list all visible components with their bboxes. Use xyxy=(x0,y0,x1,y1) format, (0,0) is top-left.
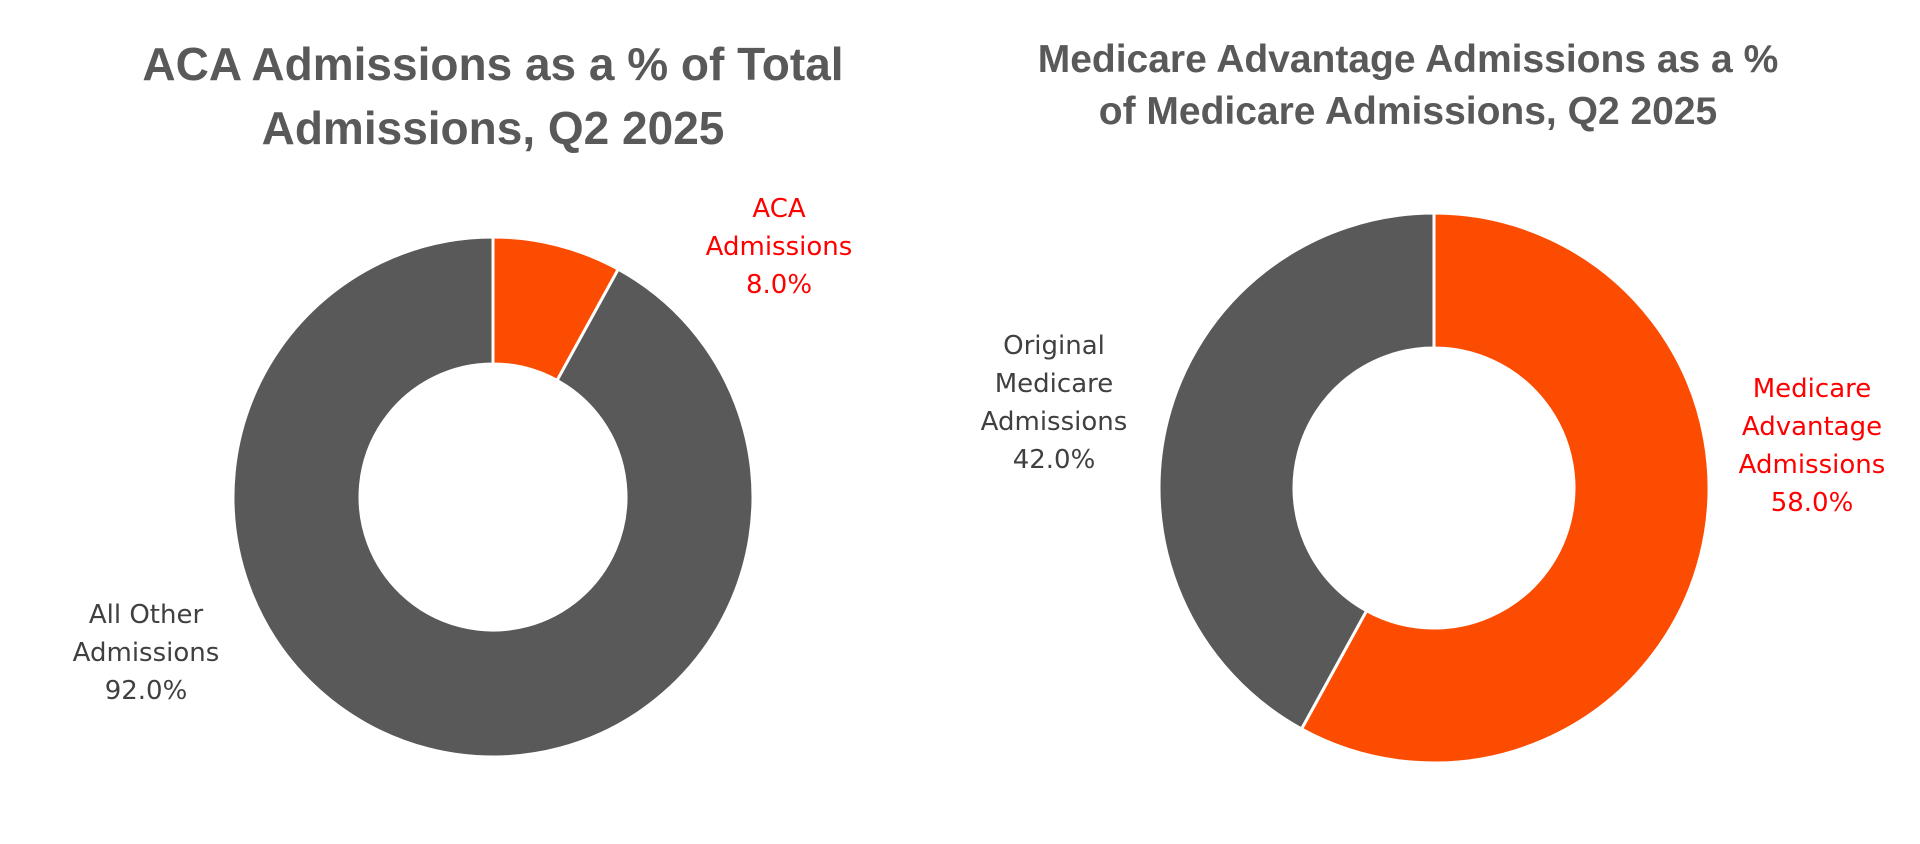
data-label-line: All Other xyxy=(89,600,204,630)
data-label-line: Original xyxy=(1003,331,1105,361)
data-label-line: Medicare xyxy=(1753,374,1872,404)
data-label-all-other-admissions: All Other Admissions 92.0% xyxy=(73,600,220,706)
medicare-advantage-admissions-chart: Medicare Advantage Admissions as a % of M… xyxy=(981,38,1886,765)
donut-slice-medicare-advantage-admissions xyxy=(1300,211,1711,765)
chart-title: Medicare Advantage Admissions as a % of M… xyxy=(1038,38,1779,133)
data-label-line: Medicare xyxy=(995,369,1114,399)
data-label-line: 58.0% xyxy=(1771,488,1854,518)
chart-title-line: of Medicare Admissions, Q2 2025 xyxy=(1099,90,1717,133)
chart-title-line: ACA Admissions as a % of Total xyxy=(142,38,843,90)
chart-title: ACA Admissions as a % of Total Admissions… xyxy=(142,38,843,154)
chart-title-line: Medicare Advantage Admissions as a % xyxy=(1038,38,1779,81)
data-label-line: ACA xyxy=(752,194,805,224)
data-label-line: Admissions xyxy=(706,232,853,262)
donut-slice-original-medicare-admissions xyxy=(1157,211,1436,731)
data-label-line: 8.0% xyxy=(746,270,812,300)
aca-admissions-chart: ACA Admissions as a % of Total Admissions… xyxy=(73,38,853,759)
data-label-original-medicare-admissions: Original Medicare Admissions 42.0% xyxy=(981,331,1128,475)
data-label-line: Admissions xyxy=(1739,450,1886,480)
data-label-line: Advantage xyxy=(1742,412,1882,442)
chart-title-line: Admissions, Q2 2025 xyxy=(262,102,725,154)
data-label-line: 92.0% xyxy=(105,676,188,706)
data-label-line: Admissions xyxy=(981,407,1128,437)
donut-slice-all-other-admissions xyxy=(231,235,755,759)
data-label-aca-admissions: ACA Admissions 8.0% xyxy=(706,194,853,300)
data-label-medicare-advantage-admissions: Medicare Advantage Admissions 58.0% xyxy=(1739,374,1886,518)
data-label-line: Admissions xyxy=(73,638,220,668)
data-label-line: 42.0% xyxy=(1013,445,1096,475)
